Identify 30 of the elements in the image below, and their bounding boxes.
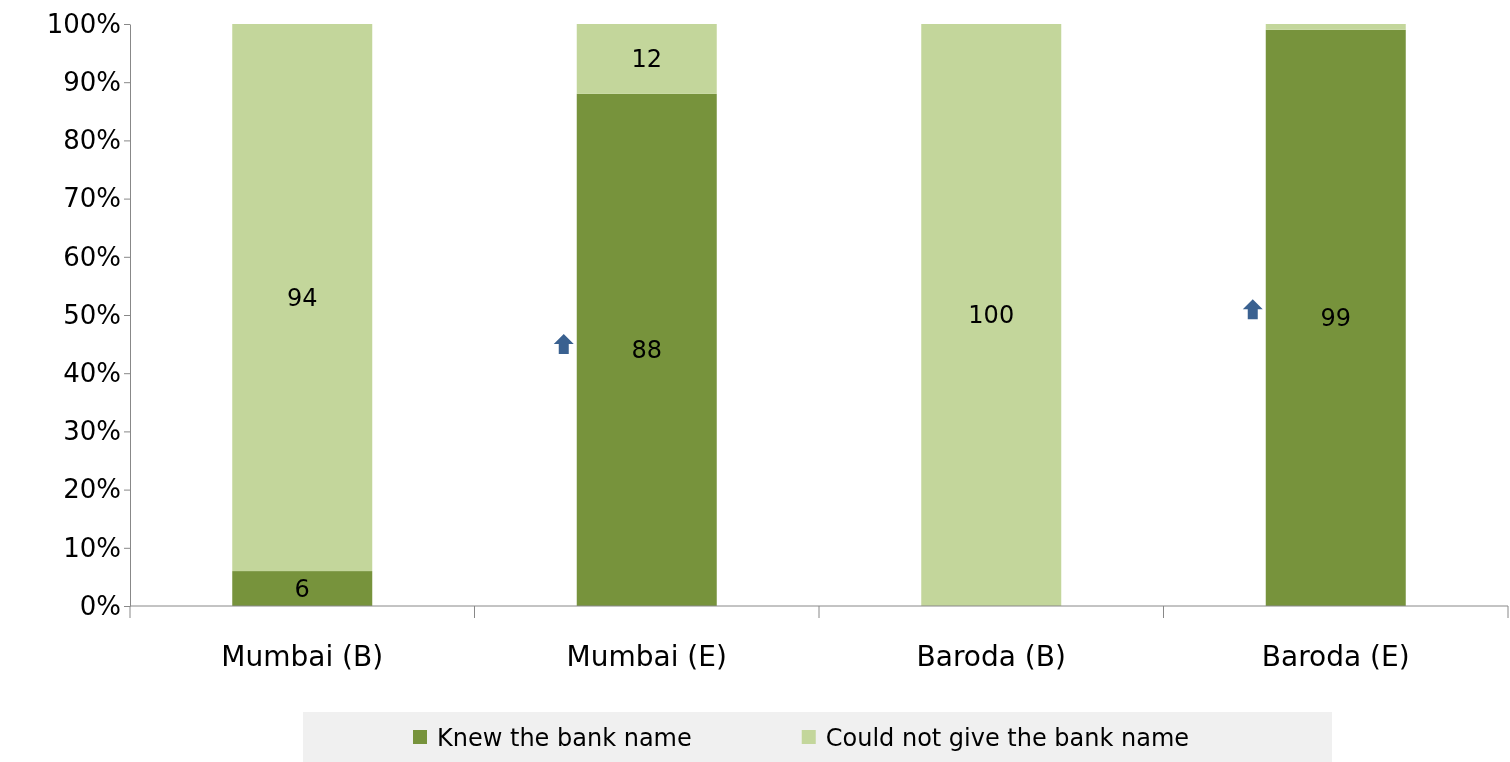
bar — [576, 93, 717, 606]
y-tick-label: 40% — [63, 358, 121, 389]
data-label: 88 — [631, 335, 663, 364]
bar — [921, 24, 1062, 606]
data-label: 6 — [294, 574, 310, 603]
y-tick-label: 10% — [63, 532, 121, 563]
y-tick-label: 50% — [63, 299, 121, 330]
data-label: 99 — [1320, 303, 1352, 332]
legend-label: Could not give the bank name — [825, 724, 1190, 752]
data-label: 100 — [968, 301, 1015, 329]
x-tick-label: Mumbai (E) — [566, 640, 727, 673]
y-tick-label: 30% — [63, 416, 121, 447]
data-label: 94 — [286, 283, 318, 312]
bar — [576, 24, 717, 94]
x-tick-label: Mumbai (B) — [221, 640, 384, 673]
y-tick-label: 80% — [63, 125, 121, 156]
bar — [1265, 24, 1406, 30]
y-tick-label: 20% — [63, 474, 121, 505]
y-tick-label: 100% — [46, 8, 121, 39]
bar — [1265, 29, 1406, 606]
bar — [232, 24, 373, 572]
legend-label: Knew the bank name — [437, 724, 692, 752]
y-tick-label: 0% — [79, 590, 121, 621]
y-tick-label: 90% — [63, 67, 121, 98]
y-tick-label: 60% — [63, 241, 121, 272]
bar — [232, 571, 373, 606]
y-tick-label: 70% — [63, 183, 121, 214]
x-tick-label: Baroda (B) — [916, 640, 1066, 673]
x-tick-label: Baroda (E) — [1261, 640, 1410, 673]
data-label: 12 — [631, 44, 663, 73]
